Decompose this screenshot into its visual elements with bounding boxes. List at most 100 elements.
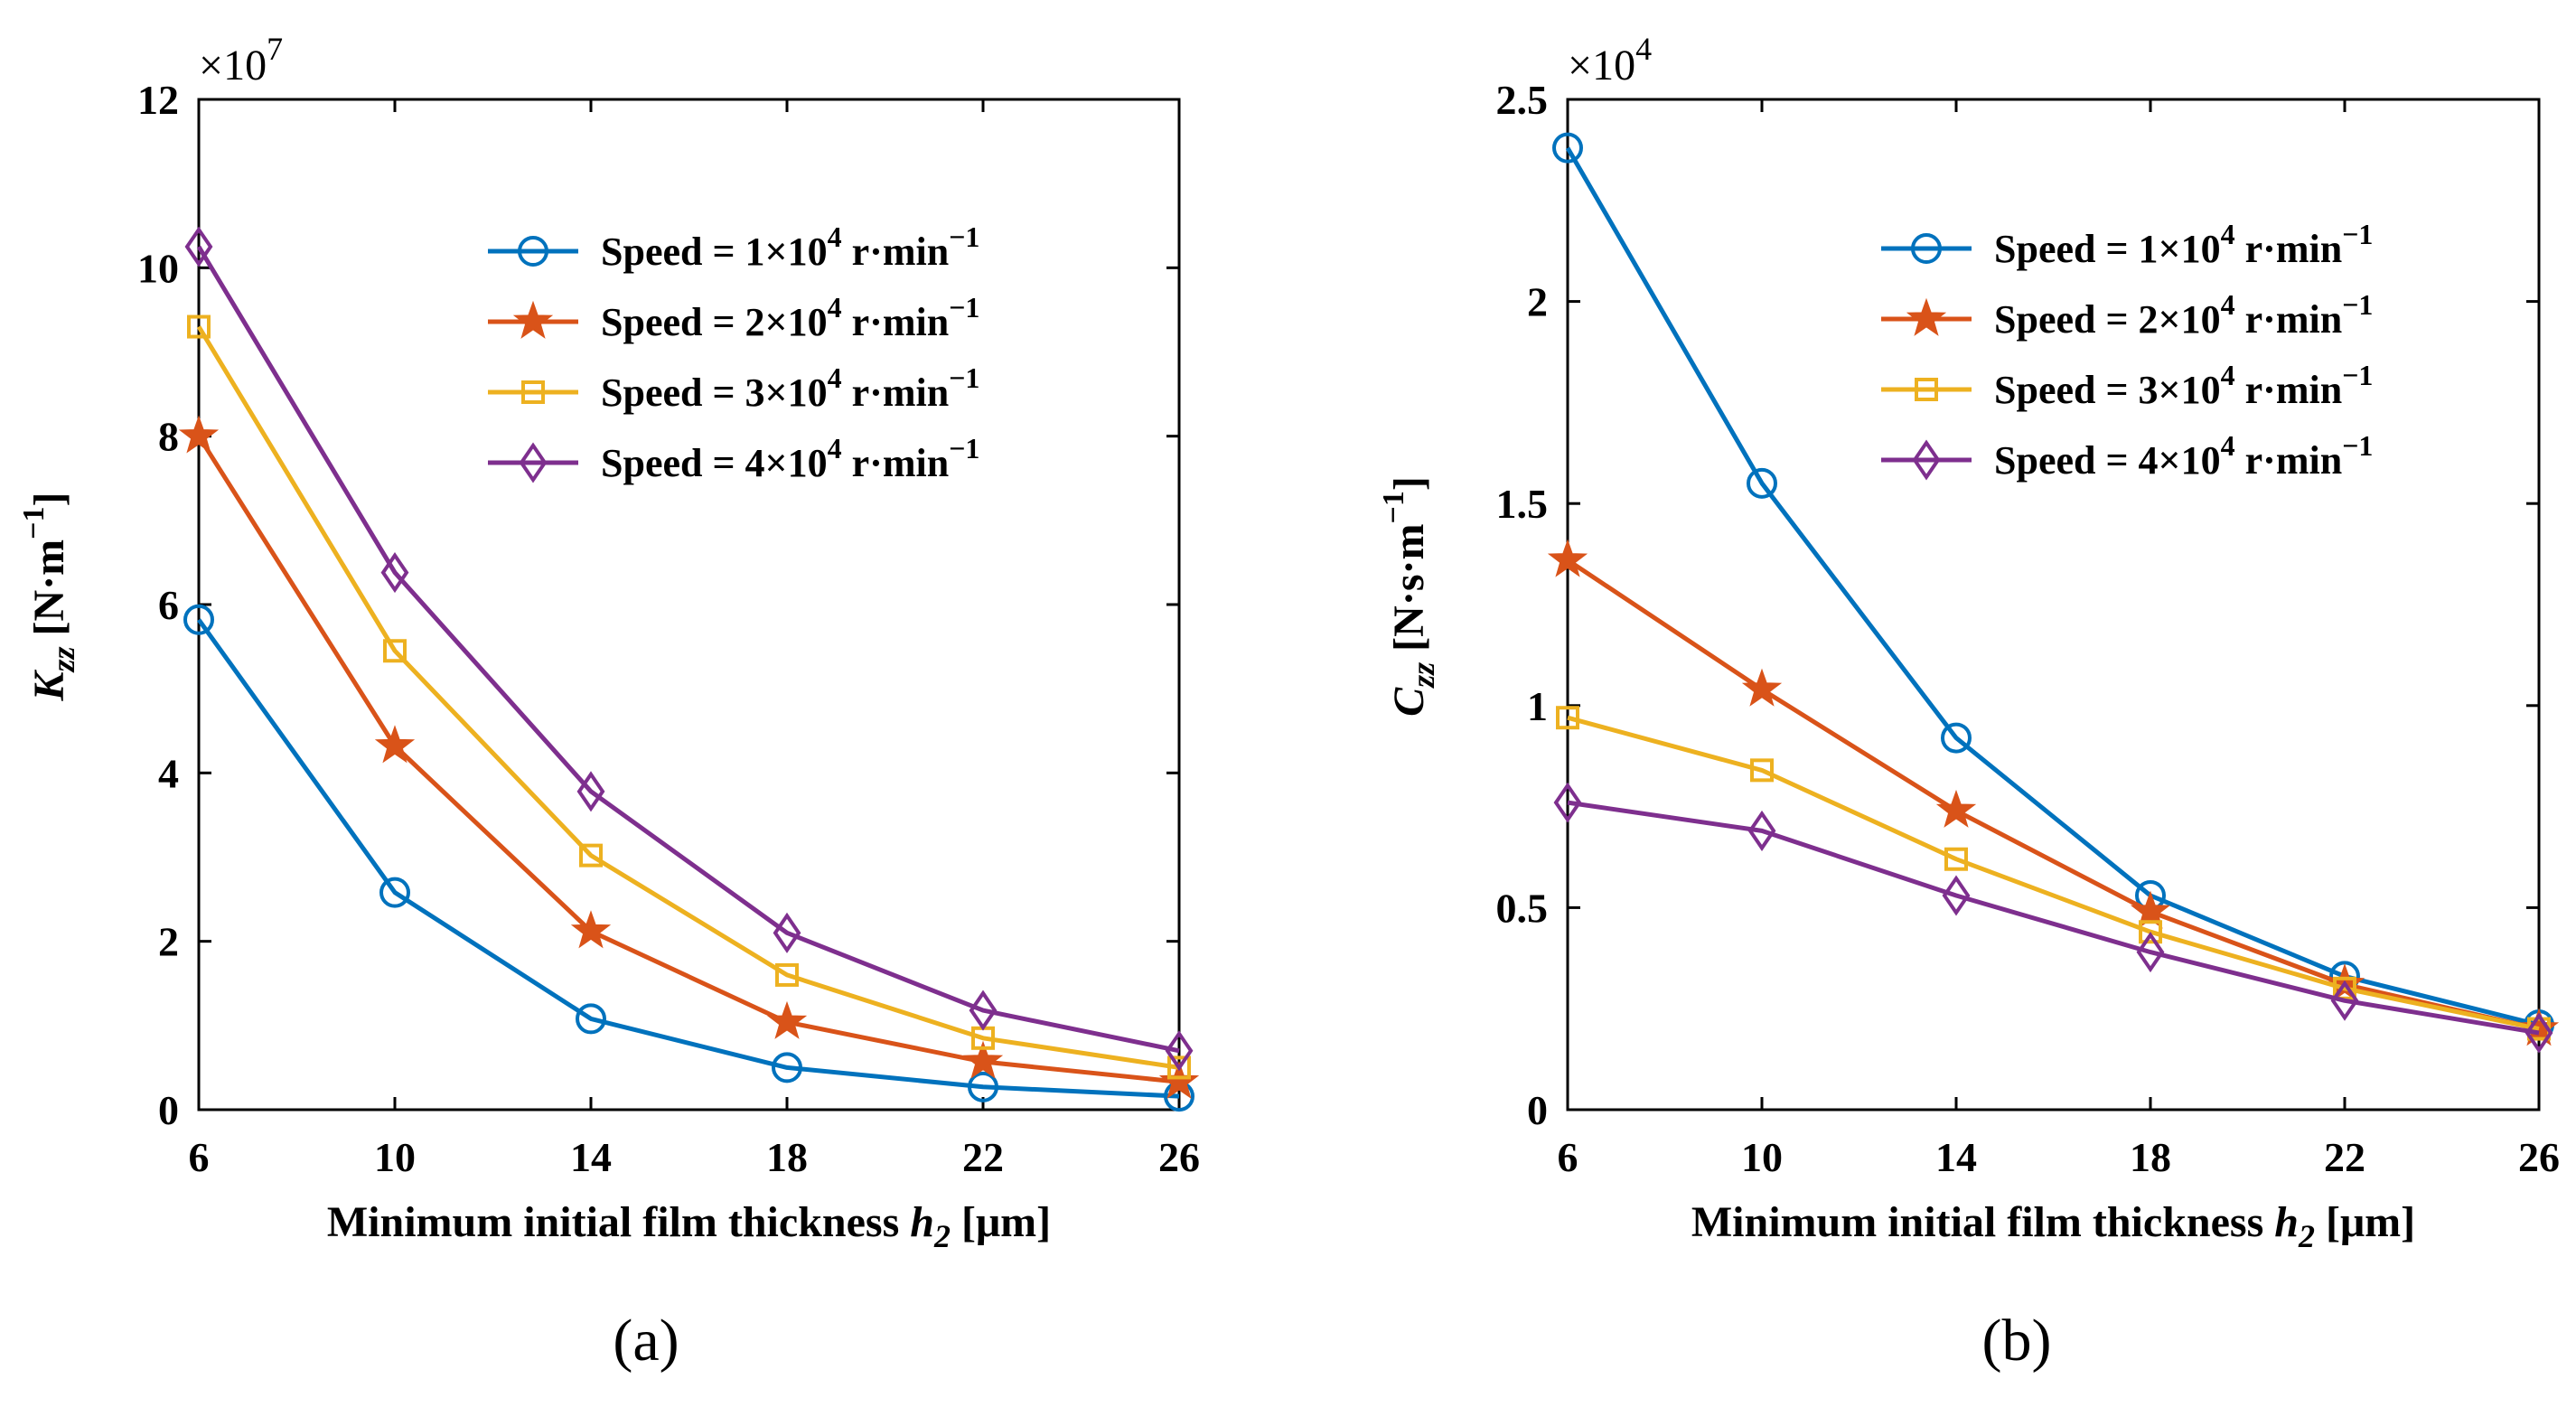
data-point — [1553, 782, 1582, 823]
y-tick-label: 2 — [1527, 279, 1548, 325]
data-point — [576, 771, 605, 812]
data-point — [187, 314, 211, 339]
data-point — [1747, 810, 1776, 851]
y-tick-label: 12 — [137, 77, 179, 123]
legend-item: Speed = 2×104 r·min−1 — [1881, 288, 2373, 342]
data-point — [576, 1003, 606, 1035]
series-diamond — [1553, 782, 2553, 1054]
legend-label: Speed = 1×104 r·min−1 — [1994, 218, 2373, 271]
y-tick-label: 2.5 — [1496, 77, 1549, 123]
data-point — [1552, 132, 1583, 164]
series-line — [1567, 800, 2540, 1036]
series-circle — [1552, 132, 2554, 1041]
legend-label: Speed = 3×104 r·min−1 — [601, 361, 979, 415]
legend-item: Speed = 4×104 r·min−1 — [488, 432, 979, 485]
x-tick-label: 22 — [962, 1134, 1004, 1180]
series-line — [196, 245, 1180, 1054]
series-line — [196, 618, 1180, 1099]
x-axis-label: Minimum initial film thickness h2 [μm] — [327, 1198, 1051, 1254]
data-point — [766, 1000, 808, 1039]
data-point — [1942, 875, 1971, 916]
legend-label: Speed = 4×104 r·min−1 — [1994, 429, 2373, 483]
y-tick-label: 2 — [158, 919, 179, 965]
x-tick-label: 10 — [374, 1134, 416, 1180]
legend-marker — [1906, 297, 1947, 336]
x-tick-label: 6 — [189, 1134, 210, 1180]
data-point — [968, 1071, 998, 1102]
data-point — [183, 604, 214, 635]
series-square — [187, 314, 1191, 1080]
legend-label: Speed = 2×104 r·min−1 — [601, 291, 979, 344]
series-star — [178, 415, 1200, 1100]
data-point — [775, 962, 799, 987]
legend-item: Speed = 1×104 r·min−1 — [488, 220, 979, 274]
legend-item: Speed = 1×104 r·min−1 — [1881, 218, 2373, 271]
data-point — [1944, 847, 1968, 871]
legend-marker — [1915, 378, 1938, 401]
data-point — [1741, 668, 1783, 707]
x-axis-label: Minimum initial film thickness h2 [μm] — [1691, 1198, 2415, 1254]
y-tick-label: 10 — [137, 245, 179, 291]
data-point — [969, 990, 998, 1031]
data-point — [380, 552, 409, 594]
plot-frame — [1566, 98, 2541, 1112]
data-point — [178, 415, 220, 454]
series-line — [1565, 146, 2540, 1027]
series-line — [196, 435, 1180, 1084]
legend-marker — [512, 300, 554, 339]
data-point — [2139, 920, 2162, 944]
x-tick-label: 18 — [2130, 1134, 2171, 1180]
series-line — [1566, 558, 2540, 1032]
data-point — [1941, 722, 1972, 754]
y-axis-multiplier: ×104 — [1568, 31, 1652, 89]
data-point — [962, 1040, 1004, 1079]
data-point — [374, 725, 416, 764]
data-point — [1935, 789, 1977, 828]
data-point — [570, 910, 612, 949]
legend-label: Speed = 1×104 r·min−1 — [601, 220, 979, 274]
legend-label: Speed = 2×104 r·min−1 — [1994, 288, 2373, 342]
data-point — [1747, 467, 1777, 499]
data-point — [383, 639, 407, 663]
y-tick-label: 6 — [158, 582, 179, 628]
data-point — [1750, 758, 1774, 783]
x-tick-label: 10 — [1741, 1134, 1783, 1180]
legend-item: Speed = 3×104 r·min−1 — [1881, 359, 2373, 412]
x-tick-label: 26 — [1158, 1134, 1200, 1180]
x-tick-label: 22 — [2324, 1134, 2365, 1180]
series-line — [196, 325, 1180, 1070]
data-point — [579, 843, 603, 868]
chart-panel-a: 6 10 14 18 22 26 0 2 4 6 8 10 12 ×107 Minimum initial … — [17, 31, 1200, 1374]
y-tick-label: 1.5 — [1496, 481, 1549, 527]
data-point — [2330, 980, 2359, 1021]
chart-panel-b: 6 10 14 18 22 26 0 0.5 1 1.5 2 2.5 ×104 Minimum initi… — [1377, 31, 2560, 1374]
data-point — [2136, 932, 2165, 973]
series-star — [1547, 539, 2560, 1046]
legend-item: Speed = 3×104 r·min−1 — [488, 361, 979, 415]
legend-marker — [521, 380, 545, 404]
legend-item: Speed = 4×104 r·min−1 — [1881, 429, 2373, 483]
data-point — [1556, 706, 1579, 730]
x-tick-label: 14 — [570, 1134, 612, 1180]
series-diamond — [184, 226, 1194, 1072]
series-line — [1567, 715, 2540, 1032]
legend-marker — [519, 442, 548, 483]
y-tick-label: 8 — [158, 414, 179, 460]
legend-label: Speed = 3×104 r·min−1 — [1994, 359, 2373, 412]
y-tick-label: 0 — [1527, 1087, 1548, 1133]
x-tick-label: 26 — [2518, 1134, 2560, 1180]
data-point — [1167, 1055, 1191, 1080]
legend-item: Speed = 2×104 r·min−1 — [488, 291, 979, 344]
y-tick-label: 0.5 — [1496, 885, 1549, 931]
x-tick-label: 14 — [1935, 1134, 1977, 1180]
y-axis-label: Kzz [N·m−1] — [17, 492, 81, 701]
legend-label: Speed = 4×104 r·min−1 — [601, 432, 979, 485]
y-axis-label: Czz [N·s·m−1] — [1377, 476, 1441, 717]
data-point — [184, 226, 213, 267]
data-point — [773, 912, 801, 953]
y-axis-multiplier: ×107 — [199, 31, 283, 89]
panel-caption: (a) — [613, 1308, 679, 1374]
data-point — [1165, 1030, 1194, 1072]
y-tick-label: 4 — [158, 750, 179, 796]
